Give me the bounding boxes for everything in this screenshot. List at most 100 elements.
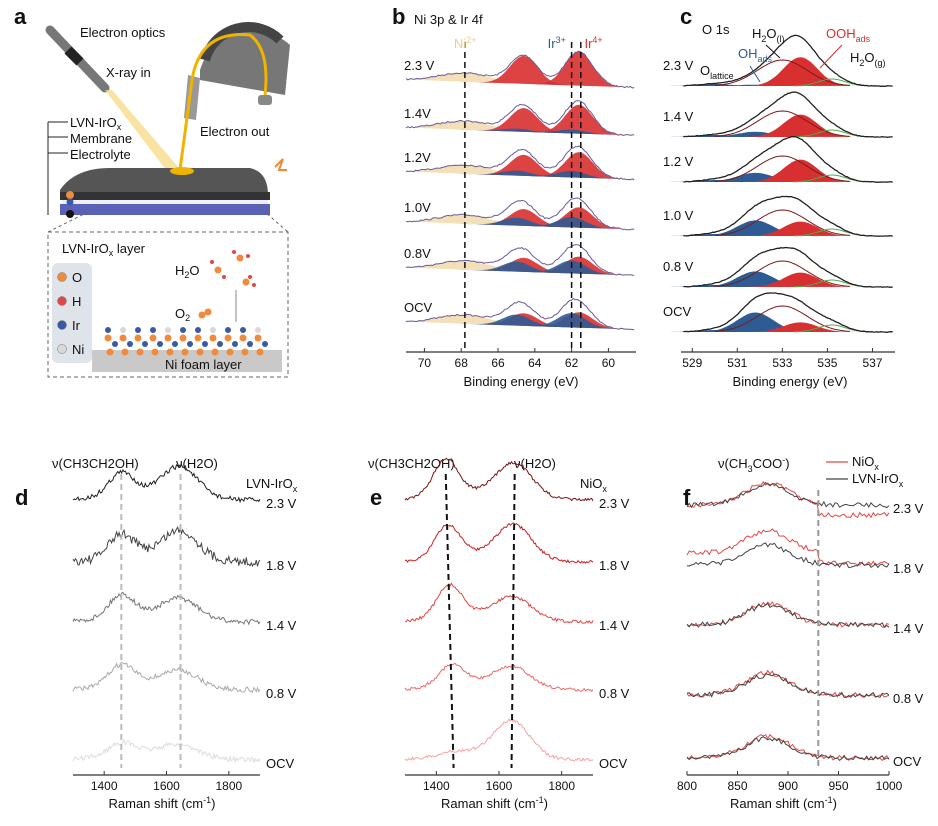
membrane-label: Membrane — [70, 131, 132, 146]
panel-a: a Electron optics X-ray in Electron out … — [14, 4, 290, 378]
panel-e-title: NiOx — [580, 476, 607, 494]
atom-h-icon — [57, 296, 67, 306]
panel-c-h2o-liquid-component — [714, 59, 850, 86]
lightning-icon — [274, 158, 287, 171]
atom-ir-icon — [57, 320, 67, 330]
ni-foam-label: Ni foam layer — [165, 357, 242, 372]
panel-f-lvn-iro-spectrum — [686, 542, 890, 569]
panel-b-component-fill — [452, 314, 581, 328]
panel-e-spectrum — [404, 522, 594, 564]
xray-in-label: X-ray in — [106, 65, 151, 80]
panel-b-row-label: 1.4V — [404, 106, 431, 121]
panel-f-nio-spectrum — [686, 528, 890, 567]
o-lattice-label: Olattice — [700, 63, 734, 81]
panel-b-component-fill — [459, 108, 589, 134]
panel-c-h2o-liquid-component — [714, 260, 850, 287]
panel-e-row-label: 1.4 V — [599, 618, 630, 633]
atom-lattice — [104, 327, 268, 356]
panel-label-f: f — [683, 485, 691, 510]
atom-legend-label: O — [72, 270, 82, 285]
panel-c-row-label: 2.3 V — [663, 58, 694, 73]
panel-b-xlabel: Binding energy (eV) — [464, 374, 579, 389]
panel-f-lvn-iro-spectrum — [686, 481, 890, 509]
panel-label-b: b — [392, 4, 405, 29]
panel-f-tick-label: 900 — [778, 779, 798, 793]
panel-d-row-label: 2.3 V — [266, 496, 297, 511]
panel-b-tick-label: 60 — [602, 356, 616, 370]
atom-legend-label: H — [72, 294, 81, 309]
atom-o-icon — [57, 272, 67, 282]
panel-f-nio-spectrum — [686, 669, 890, 698]
panel-label-a: a — [14, 4, 27, 29]
panel-b-spectrum — [405, 100, 635, 137]
panel-d-spectrum — [72, 591, 261, 626]
panel-b-title: Ni 3p & Ir 4f — [414, 12, 483, 27]
ir4-label: Ir4+ — [584, 35, 602, 51]
panel-f-lvn-iro-spectrum — [686, 672, 890, 699]
panel-f-legend-label: LVN-IrOx — [852, 471, 904, 489]
panel-c-component-fill — [744, 272, 857, 287]
panel-b-component-fill — [452, 170, 581, 178]
panel-c-spectrum — [683, 135, 893, 183]
panel-c-tick-label: 529 — [682, 356, 702, 370]
panel-b-component-fill — [452, 128, 581, 134]
panel-b-component-fill — [452, 261, 581, 274]
panel-c-tick-label: 537 — [862, 356, 882, 370]
panel-b-component-fill — [452, 217, 581, 228]
panel-f-tick-label: 1000 — [876, 779, 903, 793]
panel-c-component-fill — [744, 57, 857, 86]
panel-c-row-label: 0.8 V — [663, 259, 694, 274]
panel-d-spectrum — [72, 738, 261, 764]
panel-c-spectrum — [683, 91, 893, 138]
panel-b-spectrum — [405, 197, 635, 231]
panel-c-xlabel: Binding energy (eV) — [733, 374, 848, 389]
panel-c-row-label: OCV — [663, 304, 692, 319]
panel-d-spectrum — [72, 661, 261, 694]
panel-e-spectrum — [404, 457, 594, 502]
panel-d-spectrum — [72, 525, 261, 568]
panel-b-component-fill — [514, 51, 644, 88]
atom-legend — [52, 263, 92, 363]
panel-b-component-fill — [459, 55, 589, 86]
panel-label-e: e — [370, 485, 382, 510]
cell-stack — [60, 158, 287, 218]
panel-b-tick-label: 62 — [565, 356, 579, 370]
h2o-liquid-label: H2O(l) — [752, 26, 785, 44]
panel-e-row-label: 2.3 V — [599, 496, 630, 511]
ni2-label: Ni2+ — [454, 35, 477, 51]
panel-f-nio-spectrum — [686, 480, 890, 519]
panel-d-xlabel: Raman shift (cm-1) — [109, 795, 216, 811]
panel-b-component-fill — [514, 207, 644, 230]
h2o-liquid-arrow — [765, 44, 781, 59]
panel-e-water-peak-label: ν(H2O) — [514, 456, 556, 471]
panel-f-row-label: OCV — [893, 754, 922, 769]
panel-e-spectrum — [404, 582, 594, 624]
panel-b-component-fill — [459, 154, 589, 178]
h2o-gas-label: H2O(g) — [850, 50, 886, 68]
panel-c-h2o-liquid-component — [714, 110, 850, 137]
panel-f-tick-label: 950 — [828, 779, 848, 793]
panel-b-component-fill — [459, 209, 589, 228]
panel-c-component-fill — [744, 322, 857, 332]
panel-e-row-label: 0.8 V — [599, 686, 630, 701]
ooh-ads-arrow — [819, 44, 843, 69]
panel-e-ethanol-peak-label: ν(CH3CH2OH) — [368, 456, 455, 471]
panel-c-h2o-liquid-component — [714, 305, 850, 332]
layer-title: LVN-IrOx layer — [62, 241, 146, 258]
panel-c-spectrum — [683, 246, 893, 288]
panel-c-h2o-liquid-component — [714, 155, 850, 182]
panel-f-row-label: 1.8 V — [893, 561, 924, 576]
panel-b-spectrum — [405, 244, 635, 276]
panel-b-row-label: 2.3 V — [404, 58, 435, 73]
panel-d-spectrum — [72, 463, 261, 504]
panel-d-ethanol-peak-label: ν(CH3CH2OH) — [52, 456, 139, 471]
panel-f-tick-label: 800 — [677, 779, 697, 793]
panel-b-tick-label: 64 — [528, 356, 542, 370]
panel-f-lvn-iro-spectrum — [686, 603, 890, 629]
electron-out-label: Electron out — [200, 124, 270, 139]
panel-e-reference-line — [444, 473, 455, 769]
electrolyte-label: Electrolyte — [70, 147, 131, 162]
panel-b-spectrum — [405, 50, 635, 89]
